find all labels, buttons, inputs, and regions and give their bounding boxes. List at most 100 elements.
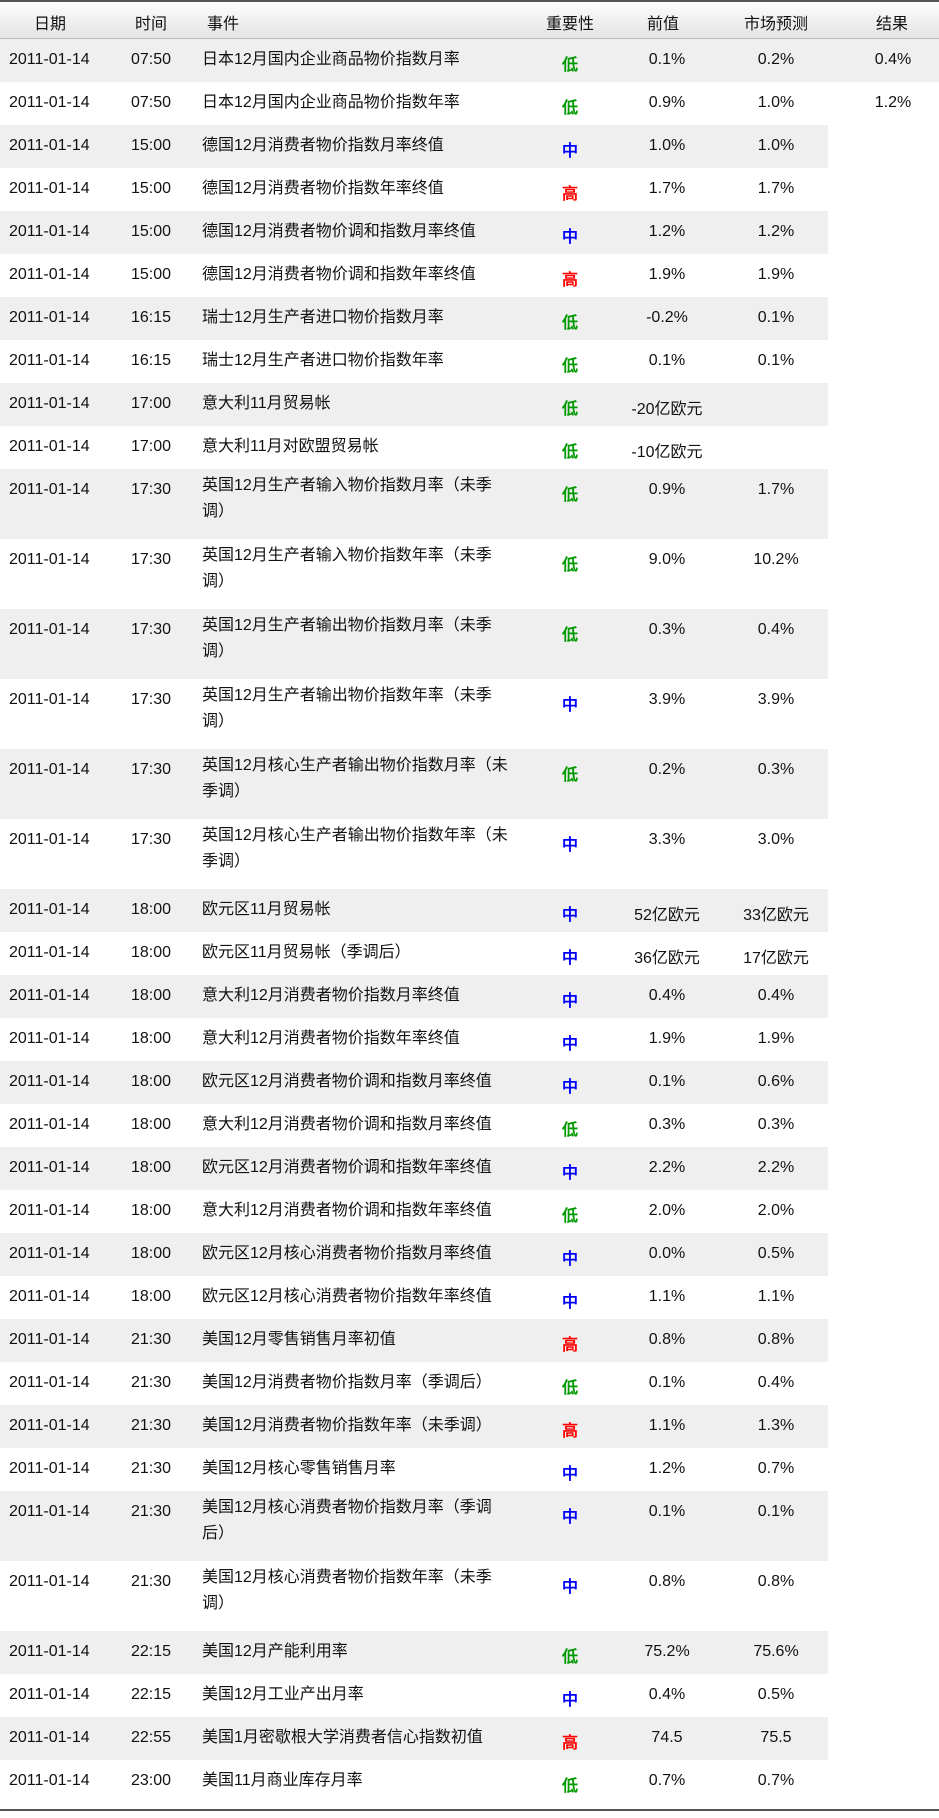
result-cell: 0.4% — [874, 51, 912, 68]
table-row: 2011-01-14 21:30 美国12月零售销售月率初值 高 0.8% 0.8% — [0, 1319, 939, 1362]
forecast-cell: 1.3% — [757, 1417, 795, 1434]
event-cell: 英国12月生产者输出物价指数年率（未季调） — [202, 687, 492, 730]
previous-cell: 0.1% — [648, 1374, 686, 1391]
previous-cell: -20亿欧元 — [631, 401, 703, 418]
date-cell: 2011-01-14 — [9, 691, 90, 708]
time-cell: 16:15 — [131, 352, 172, 369]
previous-cell: 0.4% — [648, 987, 686, 1004]
time-cell: 15:00 — [131, 137, 172, 154]
previous-cell: 74.5 — [651, 1729, 683, 1746]
forecast-cell: 0.4% — [757, 1374, 795, 1391]
table-row: 2011-01-14 17:30 英国12月核心生产者输出物价指数年率（未季调） 中 3… — [0, 819, 939, 889]
event-cell: 欧元区11月贸易帐（季调后） — [202, 944, 411, 961]
forecast-cell: 0.7% — [757, 1460, 795, 1477]
time-cell: 17:30 — [131, 831, 172, 848]
row-background — [0, 1233, 828, 1276]
table-row: 2011-01-14 22:15 美国12月工业产出月率 中 0.4% 0.5% — [0, 1674, 939, 1717]
event-cell: 意大利11月对欧盟贸易帐 — [202, 438, 379, 455]
importance-cell: 中 — [561, 143, 578, 160]
forecast-cell: 0.7% — [757, 1772, 795, 1789]
row-background — [0, 1405, 828, 1448]
time-cell: 18:00 — [131, 944, 172, 961]
importance-cell: 高 — [561, 186, 578, 203]
date-cell: 2011-01-14 — [9, 987, 90, 1004]
table-row: 2011-01-14 07:50 日本12月国内企业商品物价指数月率 低 0.1% 0.2… — [0, 39, 939, 82]
event-cell: 欧元区12月核心消费者物价指数年率终值 — [202, 1288, 492, 1305]
forecast-cell: 0.1% — [757, 1503, 795, 1520]
table-row: 2011-01-14 22:55 美国1月密歇根大学消费者信心指数初值 高 74.5 75… — [0, 1717, 939, 1760]
table-row: 2011-01-14 18:00 意大利12月消费者物价指数年率终值 中 1.9% 1.9… — [0, 1018, 939, 1061]
time-cell: 23:00 — [131, 1772, 172, 1789]
table-row: 2011-01-14 17:30 英国12月生产者输出物价指数月率（未季调） 低 0.3… — [0, 609, 939, 679]
time-cell: 21:30 — [131, 1503, 172, 1520]
date-cell: 2011-01-14 — [9, 223, 90, 240]
forecast-cell: 0.2% — [757, 51, 795, 68]
time-cell: 21:30 — [131, 1573, 172, 1590]
previous-cell: 1.2% — [648, 1460, 686, 1477]
date-cell: 2011-01-14 — [9, 1202, 90, 1219]
time-cell: 21:30 — [131, 1331, 172, 1348]
event-cell: 美国12月零售销售月率初值 — [202, 1331, 396, 1348]
previous-cell: -0.2% — [646, 309, 688, 326]
header-date: 日期 — [34, 16, 67, 33]
forecast-cell: 0.4% — [757, 621, 795, 638]
time-cell: 18:00 — [131, 1202, 172, 1219]
previous-cell: 0.9% — [648, 94, 686, 111]
time-cell: 17:30 — [131, 481, 172, 498]
table-row: 2011-01-14 21:30 美国12月核心消费者物价指数月率（季调后） 中 0.1… — [0, 1491, 939, 1561]
importance-cell: 低 — [561, 557, 578, 574]
row-background — [0, 1061, 828, 1104]
previous-cell: 0.2% — [648, 761, 686, 778]
importance-cell: 中 — [561, 1036, 578, 1053]
importance-cell: 低 — [561, 444, 578, 461]
table-row: 2011-01-14 21:30 美国12月消费者物价指数年率（未季调） 高 1.1% 1… — [0, 1405, 939, 1448]
importance-cell: 中 — [561, 1294, 578, 1311]
event-cell: 意大利12月消费者物价调和指数年率终值 — [202, 1202, 492, 1219]
importance-cell: 中 — [561, 697, 578, 714]
previous-cell: 0.7% — [648, 1772, 686, 1789]
importance-cell: 中 — [561, 837, 578, 854]
previous-cell: 1.0% — [648, 137, 686, 154]
table-row: 2011-01-14 18:00 欧元区12月核心消费者物价指数年率终值 中 1.1% 1… — [0, 1276, 939, 1319]
table-row: 2011-01-14 21:30 美国12月消费者物价指数月率（季调后） 低 0.1% 0… — [0, 1362, 939, 1405]
event-cell: 日本12月国内企业商品物价指数年率 — [202, 94, 460, 111]
forecast-cell: 2.0% — [757, 1202, 795, 1219]
table-row: 2011-01-14 17:30 英国12月生产者输出物价指数年率（未季调） 中 3.9… — [0, 679, 939, 749]
previous-cell: 1.7% — [648, 180, 686, 197]
forecast-cell: 0.6% — [757, 1073, 795, 1090]
previous-cell: 0.0% — [648, 1245, 686, 1262]
forecast-cell: 0.5% — [757, 1245, 795, 1262]
date-cell: 2011-01-14 — [9, 1417, 90, 1434]
date-cell: 2011-01-14 — [9, 180, 90, 197]
row-background — [0, 469, 828, 539]
time-cell: 17:30 — [131, 761, 172, 778]
table-row: 2011-01-14 17:30 英国12月核心生产者输出物价指数月率（未季调） 低 0… — [0, 749, 939, 819]
time-cell: 18:00 — [131, 1073, 172, 1090]
time-cell: 22:55 — [131, 1729, 172, 1746]
date-cell: 2011-01-14 — [9, 1503, 90, 1520]
table-row: 2011-01-14 17:00 意大利11月贸易帐 低 -20亿欧元 — [0, 383, 939, 426]
event-cell: 英国12月生产者输出物价指数月率（未季调） — [202, 617, 492, 660]
importance-cell: 低 — [561, 401, 578, 418]
previous-cell: 0.1% — [648, 1503, 686, 1520]
date-cell: 2011-01-14 — [9, 94, 90, 111]
previous-cell: -10亿欧元 — [631, 444, 703, 461]
importance-cell: 中 — [561, 1692, 578, 1709]
time-cell: 18:00 — [131, 1288, 172, 1305]
event-cell: 英国12月生产者输入物价指数年率（未季调） — [202, 547, 492, 590]
previous-cell: 1.1% — [648, 1417, 686, 1434]
importance-cell: 中 — [561, 1579, 578, 1596]
time-cell: 07:50 — [131, 51, 172, 68]
forecast-cell: 0.1% — [757, 352, 795, 369]
forecast-cell: 10.2% — [753, 551, 799, 568]
importance-cell: 中 — [561, 1165, 578, 1182]
previous-cell: 0.3% — [648, 1116, 686, 1133]
event-cell: 美国12月消费者物价指数月率（季调后） — [202, 1374, 492, 1391]
event-cell: 意大利12月消费者物价指数月率终值 — [202, 987, 460, 1004]
importance-cell: 低 — [561, 627, 578, 644]
forecast-cell: 0.8% — [757, 1573, 795, 1590]
importance-cell: 中 — [561, 1466, 578, 1483]
importance-cell: 中 — [561, 1251, 578, 1268]
forecast-cell: 1.1% — [757, 1288, 795, 1305]
time-cell: 18:00 — [131, 1159, 172, 1176]
